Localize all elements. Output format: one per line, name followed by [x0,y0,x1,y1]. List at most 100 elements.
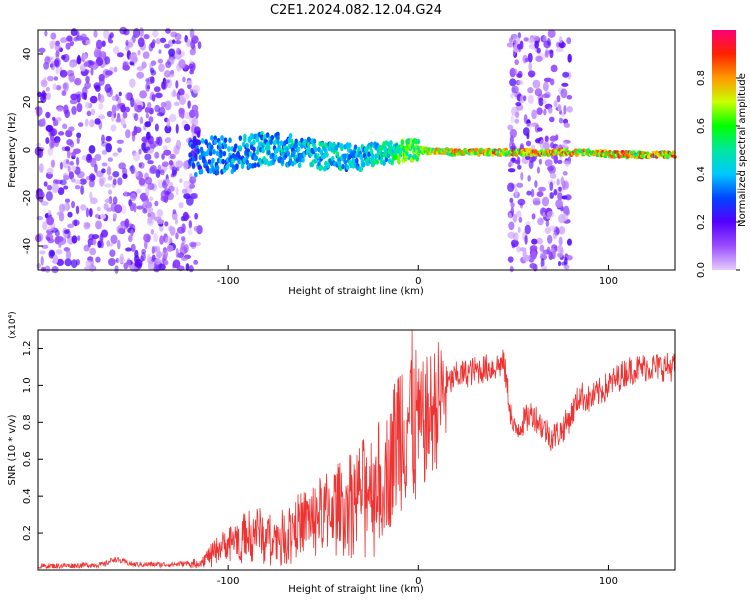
noise-dot [88,179,95,188]
noise-dot [69,140,75,148]
signal-cell [313,146,318,153]
signal-cell [629,154,634,159]
noise-dot [62,123,68,130]
noise-dot [118,227,125,234]
signal-cell [382,160,386,166]
noise-dot [188,265,194,273]
noise-dot [509,128,517,138]
noise-dot [65,159,70,165]
colorbar: 0.0 0.2 0.4 0.6 0.8 Normalized spectral ampl… [696,30,748,278]
signal-cell [276,135,280,141]
signal-cell [340,143,344,149]
noise-dot [159,37,167,43]
noise-dot [192,84,200,94]
noise-dot [98,103,104,110]
noise-dot [125,247,132,252]
signal-cell [233,143,238,149]
noise-dot [77,235,81,241]
noise-dot [88,145,96,154]
noise-dot [557,104,562,112]
signal-cell [215,169,220,176]
signal-cell [375,159,380,165]
noise-dot [563,104,567,115]
noise-dot [527,70,536,78]
noise-dot [84,39,91,45]
noise-dot [46,167,54,175]
noise-dot [197,41,202,49]
noise-dot [544,50,549,58]
y-tick-label: 0.4 [22,488,33,504]
noise-dot [142,51,150,59]
signal-cell [275,147,279,154]
y-tick-label: 1.0 [22,377,33,393]
noise-dot [163,79,170,84]
noise-dot [125,39,129,47]
signal-cell [330,155,335,162]
noise-dot [144,176,153,185]
noise-dot [107,157,113,162]
noise-dot [98,176,106,185]
noise-dot [56,258,65,267]
noise-dot [191,192,198,200]
noise-dot [119,253,124,262]
noise-dot [63,175,70,181]
noise-dot [95,220,102,230]
noise-dot [540,258,545,268]
noise-dot [45,86,50,92]
noise-dot [61,90,67,97]
noise-dot [38,47,46,54]
colorbar-label: Normalized spectral amplitude [737,73,748,227]
noise-dot [84,265,93,271]
noise-dot [117,147,122,153]
noise-dot [88,60,95,66]
noise-dot [129,78,136,88]
noise-dot [74,179,81,185]
signal-cell [225,163,230,170]
noise-dot [546,246,551,255]
noise-dot [150,229,155,235]
noise-dot [517,198,526,206]
noise-dot [95,39,103,50]
noise-dot [530,188,535,198]
colorbar-ticks: 0.0 0.2 0.4 0.6 0.8 [696,70,740,278]
noise-dot [76,30,80,37]
noise-dot [157,263,166,271]
noise-dot [193,259,199,265]
signal-cell [194,171,198,178]
noise-dot [166,118,171,128]
x-tick-label: 100 [599,276,618,287]
noise-dot [89,119,95,128]
signal-cell [292,150,296,156]
noise-dot [74,185,81,190]
noise-dot [508,212,512,219]
noise-dot [512,36,521,45]
noise-dot [65,129,73,138]
noise-dot [190,39,196,50]
noise-dot [47,209,52,216]
signal-cell [361,161,366,168]
noise-dot [46,184,53,191]
signal-cell [237,154,241,160]
noise-dot [539,139,546,150]
noise-dot [155,258,162,265]
noise-dot [510,239,519,248]
noise-dot [55,235,64,243]
signal-cell [238,135,243,141]
noise-dot [541,93,550,99]
noise-dot [531,35,540,42]
signal-cell [253,162,257,168]
signal-cell [267,149,271,156]
noise-dot [94,213,100,219]
noise-dot [514,111,520,119]
signal-cell [529,153,534,158]
noise-dot [539,252,547,261]
colorbar-tick-label: 0.8 [696,70,707,86]
noise-dot [524,57,529,63]
noise-dot [55,249,63,255]
noise-dot [549,78,555,86]
noise-dot [120,105,126,113]
noise-dot [68,126,75,132]
noise-dot [507,168,516,173]
signal-cell [190,143,195,150]
noise-dot [544,135,549,143]
